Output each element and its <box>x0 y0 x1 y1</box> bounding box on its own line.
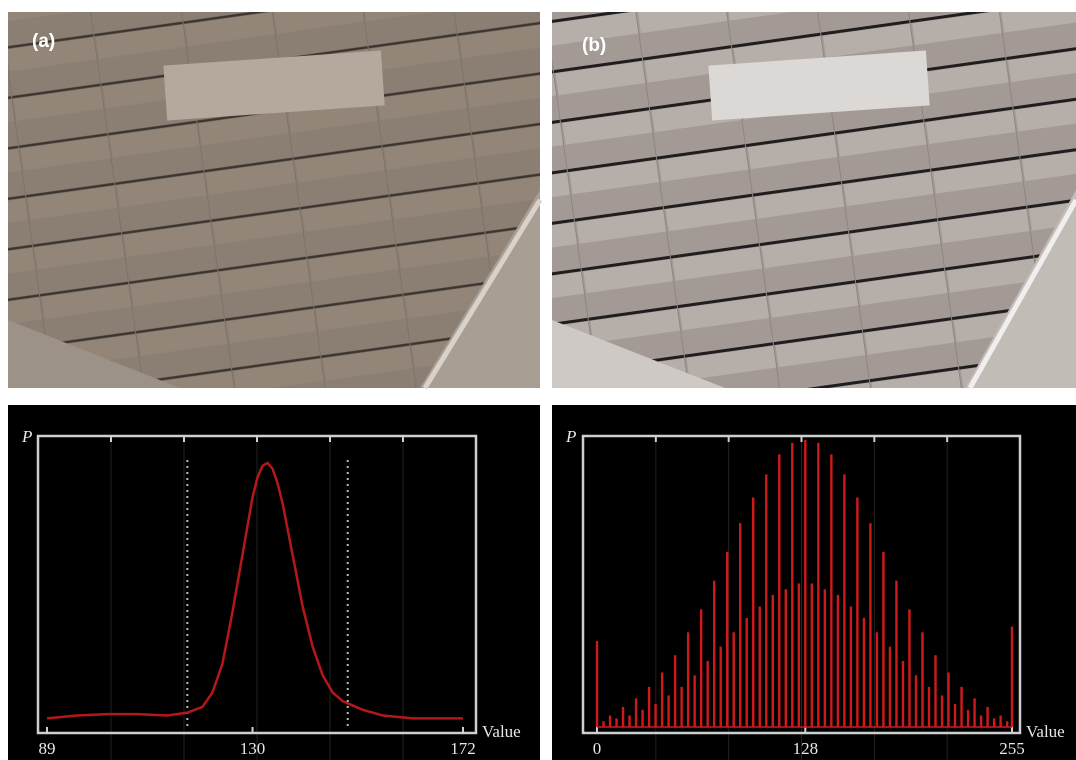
bar <box>746 618 748 727</box>
bar <box>811 584 813 728</box>
bar <box>635 698 637 727</box>
bar <box>921 632 923 727</box>
bar <box>999 716 1001 727</box>
bar <box>713 581 715 727</box>
plot-background <box>552 405 1076 760</box>
bar <box>628 716 630 727</box>
bar <box>785 589 787 727</box>
bar <box>830 454 832 727</box>
bar <box>706 661 708 727</box>
bar <box>602 721 604 727</box>
bar <box>960 687 962 727</box>
bar <box>869 523 871 727</box>
bar <box>941 695 943 727</box>
bar <box>804 440 806 727</box>
bar <box>928 687 930 727</box>
bar <box>791 443 793 727</box>
bar <box>641 710 643 727</box>
bar <box>889 647 891 727</box>
y-axis-label: P <box>565 427 576 446</box>
bar <box>733 632 735 727</box>
bar <box>596 641 598 727</box>
bar <box>615 718 617 727</box>
bar <box>967 710 969 727</box>
x-tick-label: 0 <box>593 739 602 758</box>
bar <box>778 454 780 727</box>
bar <box>882 552 884 727</box>
x-tick-label: 130 <box>240 739 266 758</box>
photo-a <box>8 12 540 388</box>
bar <box>752 497 754 727</box>
x-tick-label: 128 <box>793 739 819 758</box>
bar <box>674 655 676 727</box>
figure: (a) (b) P Value 89 130 172 P Value 0 128 255 <box>0 0 1076 760</box>
bar <box>993 718 995 727</box>
bar <box>622 707 624 727</box>
bar <box>1011 627 1013 727</box>
panel-label: (b) <box>582 35 606 56</box>
plot-background <box>8 405 540 760</box>
bar <box>837 595 839 727</box>
bar <box>798 584 800 728</box>
bar <box>667 695 669 727</box>
x-axis-label: Value <box>482 722 521 741</box>
bar <box>609 716 611 727</box>
bar <box>876 632 878 727</box>
bar <box>680 687 682 727</box>
bar <box>687 632 689 727</box>
bar <box>954 704 956 727</box>
bar <box>824 589 826 727</box>
bar <box>759 606 761 727</box>
y-axis-label: P <box>21 427 32 446</box>
bar <box>693 675 695 727</box>
bar <box>648 687 650 727</box>
bar <box>843 474 845 727</box>
bar <box>817 443 819 727</box>
photo-b <box>552 12 1076 388</box>
bar <box>915 675 917 727</box>
bar <box>947 672 949 727</box>
bar <box>895 581 897 727</box>
bar <box>986 707 988 727</box>
bar <box>719 647 721 727</box>
panel-label: (a) <box>32 31 55 52</box>
bar <box>772 595 774 727</box>
bar <box>654 704 656 727</box>
bar <box>726 552 728 727</box>
bar <box>739 523 741 727</box>
bar <box>908 609 910 727</box>
bar <box>850 606 852 727</box>
x-tick-label: 172 <box>450 739 476 758</box>
bar <box>934 655 936 727</box>
bar <box>863 618 865 727</box>
bar <box>661 672 663 727</box>
x-axis-label: Value <box>1026 722 1065 741</box>
x-tick-label: 255 <box>999 739 1025 758</box>
bar <box>902 661 904 727</box>
bar <box>1006 721 1008 727</box>
bar <box>973 698 975 727</box>
bar <box>856 497 858 727</box>
bar <box>980 716 982 727</box>
bar <box>700 609 702 727</box>
bar <box>765 474 767 727</box>
x-tick-label: 89 <box>39 739 56 758</box>
